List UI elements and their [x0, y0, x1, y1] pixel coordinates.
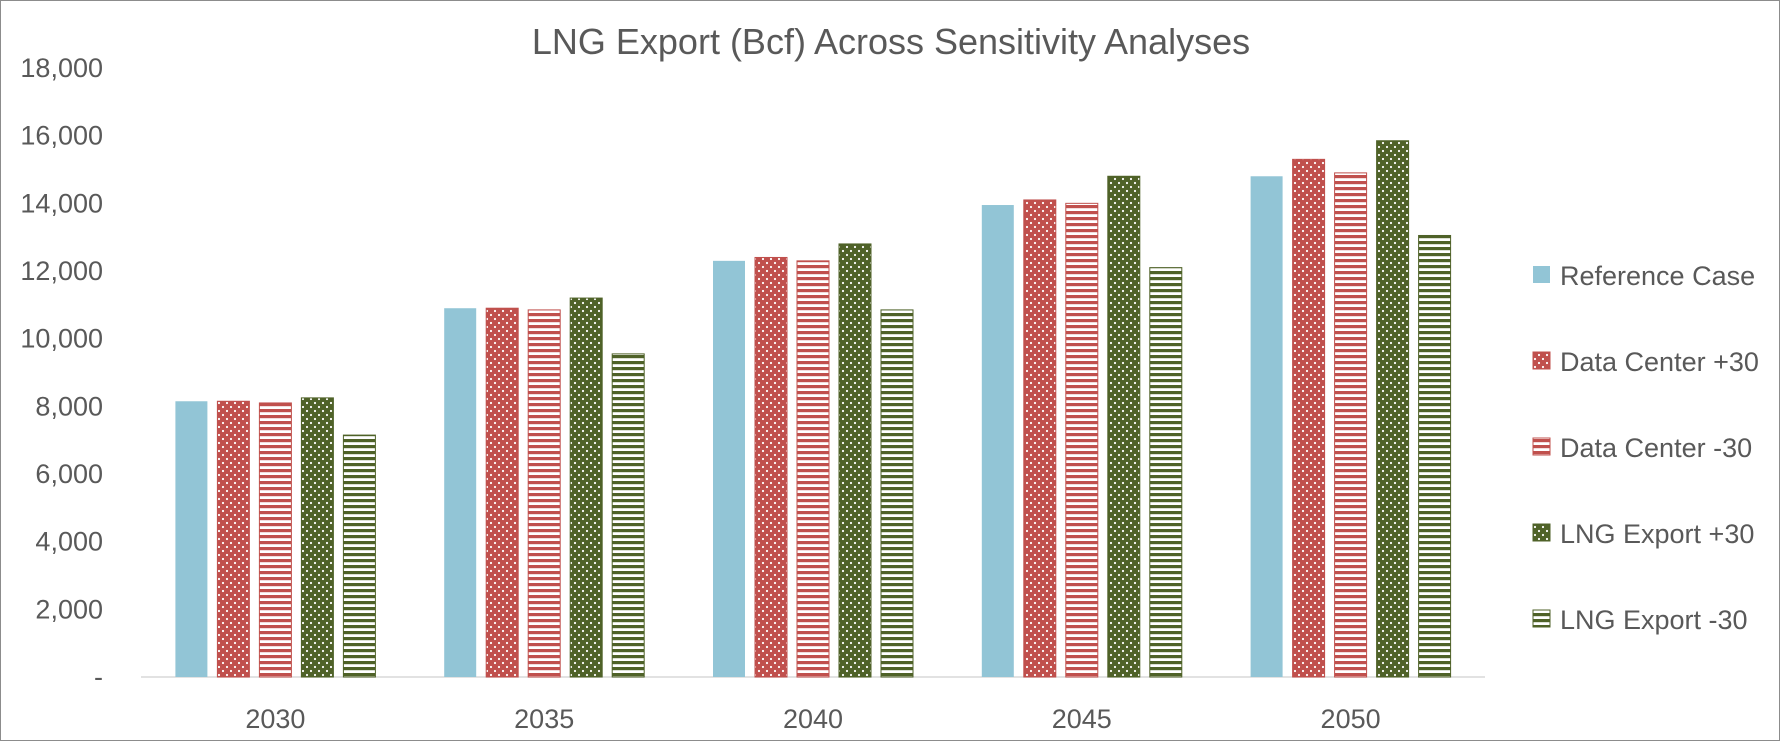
x-axis: 2030 2035 2040 2045 2050 [141, 676, 1485, 734]
bar-data-center-30-2030 [258, 402, 292, 678]
y-tick-label: 2,000 [35, 594, 103, 624]
x-tick-label: 2040 [783, 704, 843, 734]
y-tick-label: 4,000 [35, 527, 103, 557]
legend-swatch [1532, 609, 1551, 628]
legend-label: Data Center -30 [1560, 433, 1752, 463]
bar-reference-case-2035 [444, 308, 477, 677]
x-tick-label: 2035 [514, 704, 574, 734]
bar-lng-export-30-2050 [1376, 140, 1410, 678]
legend-swatch [1532, 437, 1551, 456]
bar-data-center-30-2045 [1065, 202, 1099, 678]
bars [175, 140, 1452, 678]
legend-label: LNG Export +30 [1560, 519, 1754, 549]
bar-reference-case-2045 [981, 205, 1014, 677]
bar-data-center-30-2050 [1334, 172, 1368, 678]
bar-lng-export-30-2045 [1107, 175, 1141, 678]
x-tick-label: 2045 [1052, 704, 1112, 734]
bar-reference-case-2030 [175, 401, 208, 677]
bar-reference-case-2040 [713, 260, 745, 677]
bar-lng-export-30-2030 [300, 397, 334, 678]
legend: Reference Case Data Center +30 Data Center… [1532, 261, 1759, 635]
y-tick-label: - [94, 662, 103, 692]
bar-lng-export-30-2040 [838, 243, 872, 678]
y-tick-label: 14,000 [20, 188, 103, 218]
y-tick-label: 8,000 [35, 391, 103, 421]
y-tick-label: 12,000 [20, 256, 103, 286]
x-tick-label: 2030 [245, 704, 305, 734]
bar-lng-export-30-2030 [342, 434, 376, 678]
bar-data-center-30-2050 [1292, 158, 1326, 678]
bar-lng-export-30-2035 [611, 353, 645, 678]
bar-data-center-30-2035 [485, 307, 519, 678]
x-tick-label: 2050 [1321, 704, 1381, 734]
legend-swatch [1533, 266, 1550, 283]
y-tick-label: 10,000 [20, 324, 103, 354]
bar-data-center-30-2040 [754, 256, 788, 678]
bar-lng-export-30-2050 [1418, 234, 1452, 678]
y-tick-label: 16,000 [20, 121, 103, 151]
legend-swatch [1532, 351, 1551, 370]
y-tick-label: 6,000 [35, 459, 103, 489]
bar-data-center-30-2035 [527, 309, 561, 678]
bar-lng-export-30-2035 [569, 297, 603, 678]
bar-data-center-30-2030 [216, 400, 250, 678]
chart-title: LNG Export (Bcf) Across Sensitivity Anal… [532, 21, 1250, 62]
legend-label: LNG Export -30 [1560, 605, 1748, 635]
y-axis: - 2,000 4,000 6,000 8,000 10,000 12,000 14,000 1… [20, 53, 103, 692]
bar-data-center-30-2040 [796, 260, 830, 678]
legend-label: Reference Case [1560, 261, 1755, 291]
bar-data-center-30-2045 [1023, 199, 1057, 678]
legend-label: Data Center +30 [1560, 347, 1759, 377]
y-tick-label: 18,000 [20, 53, 103, 83]
legend-swatch [1532, 523, 1551, 542]
bar-lng-export-30-2040 [880, 309, 914, 678]
bar-reference-case-2050 [1250, 176, 1283, 677]
bar-lng-export-30-2045 [1149, 267, 1183, 678]
